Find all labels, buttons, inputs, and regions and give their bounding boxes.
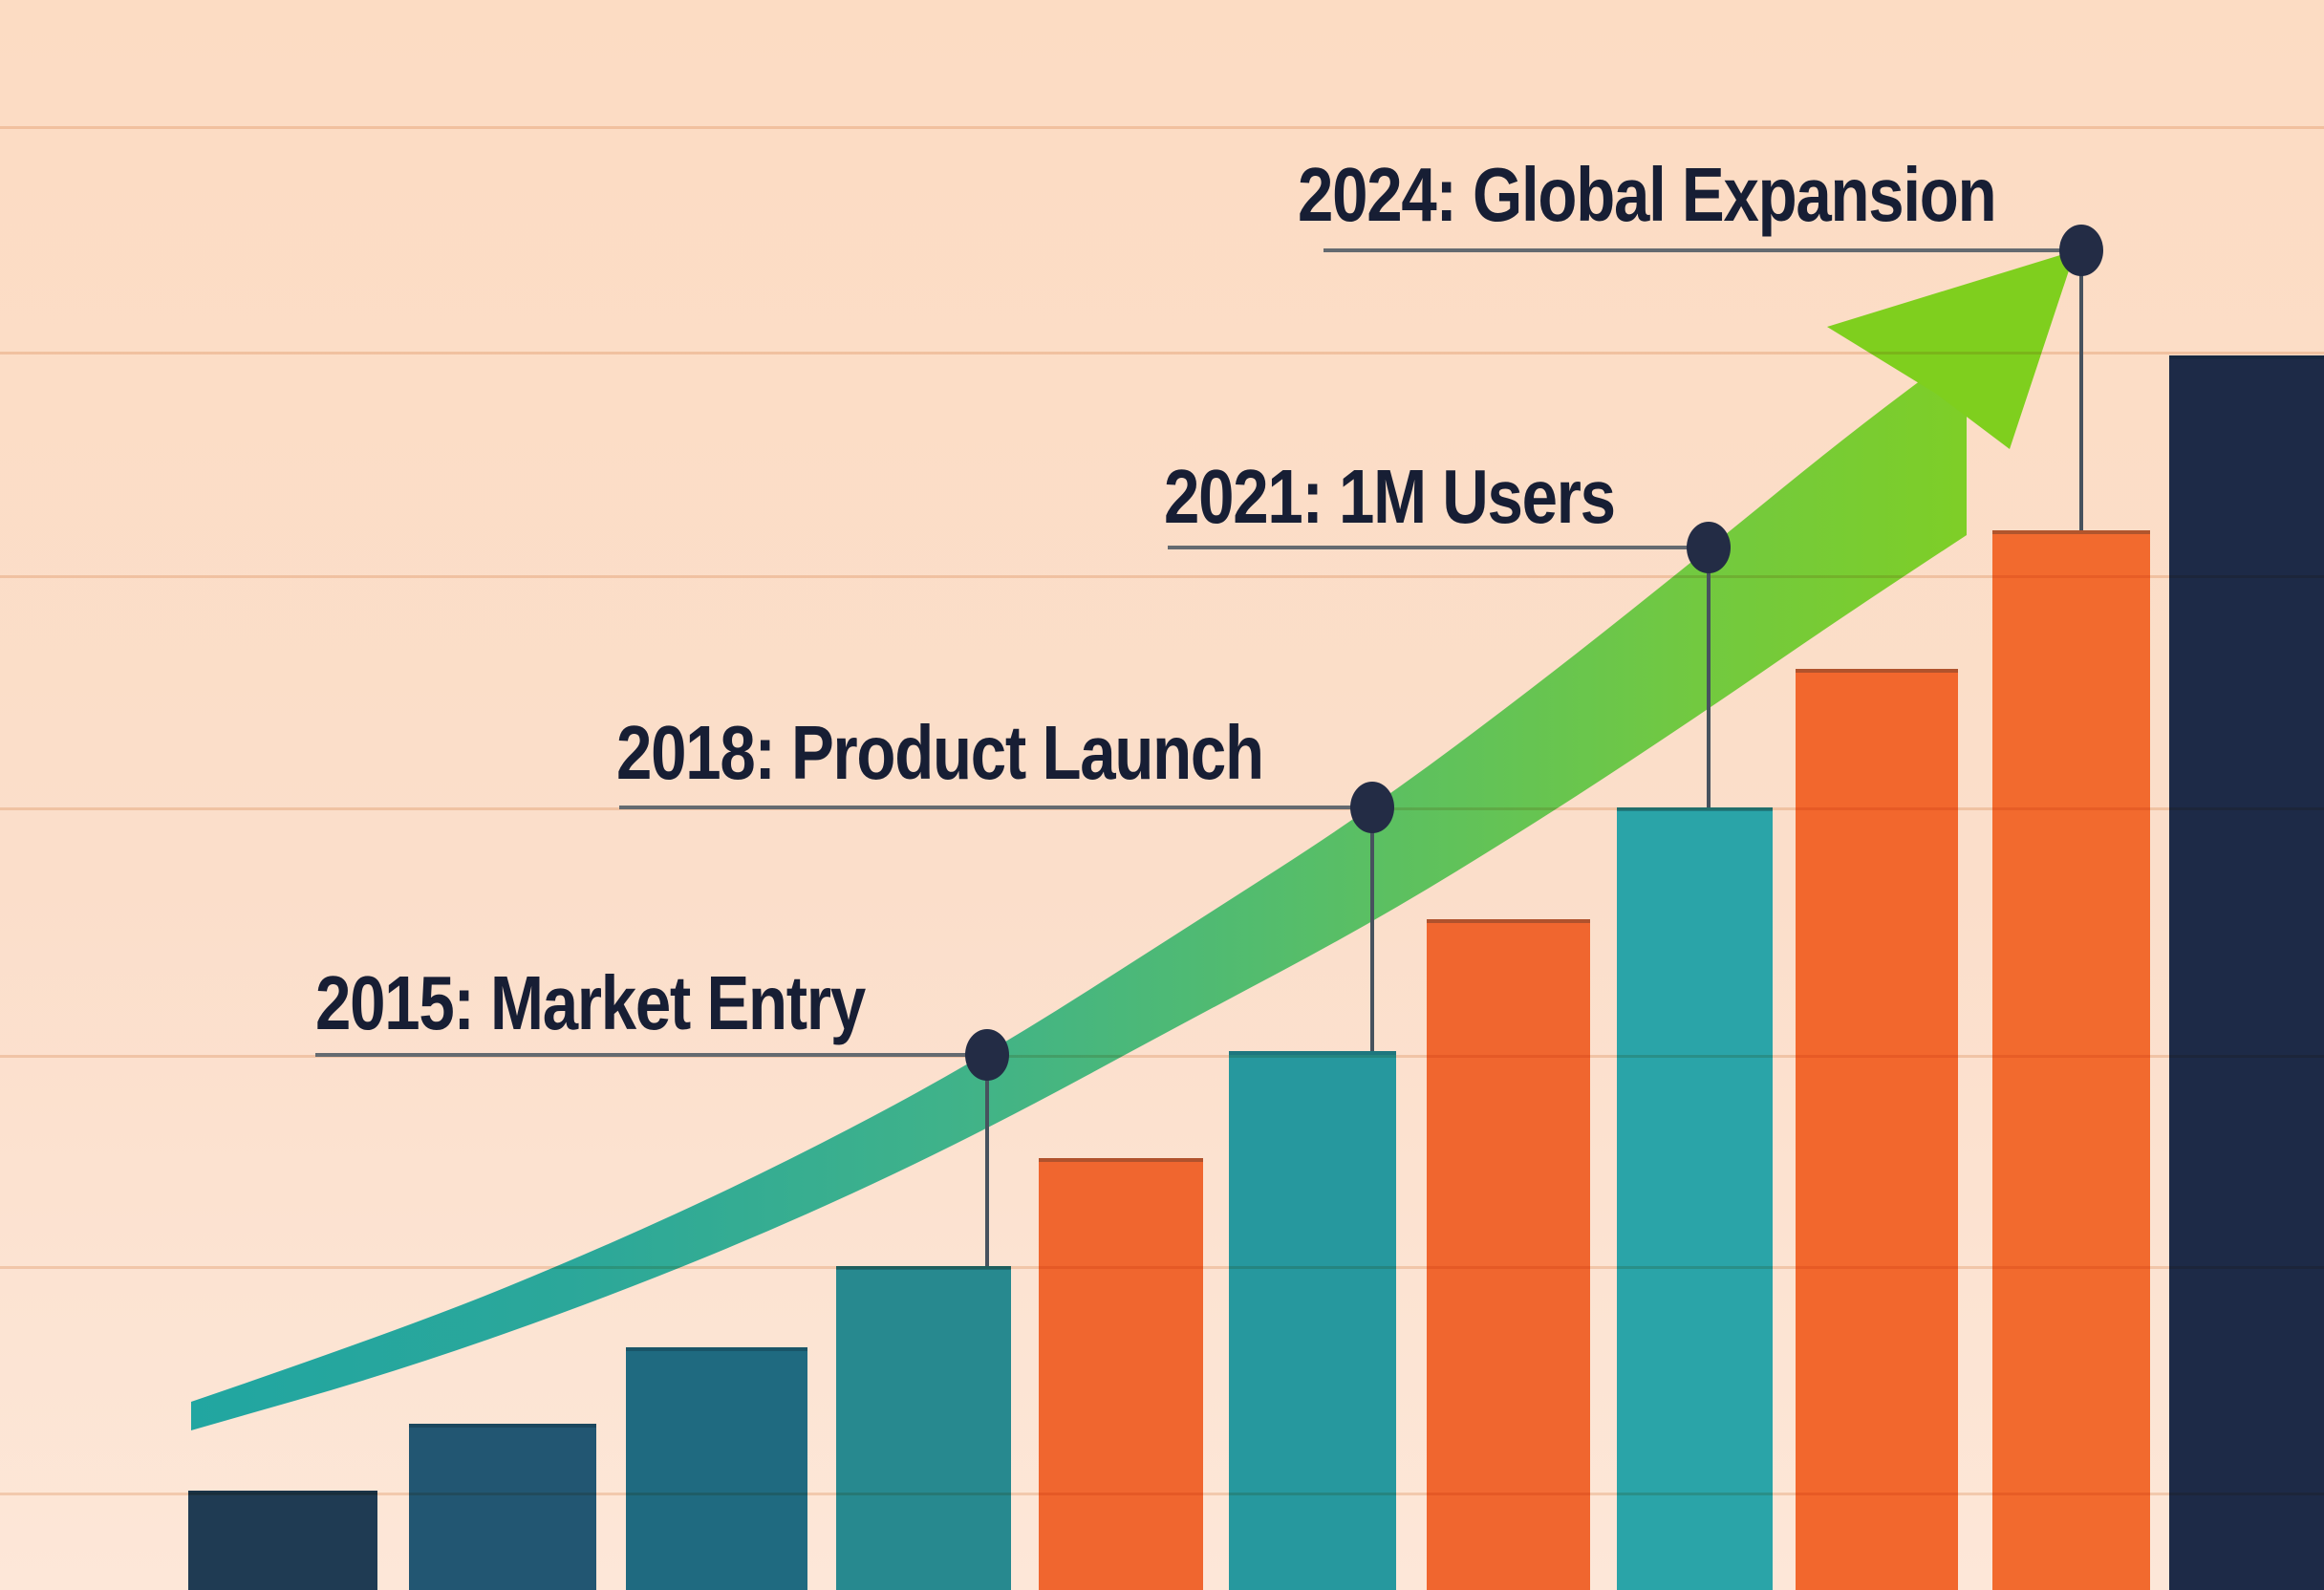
growth-curve [0, 0, 2324, 1590]
growth-ribbon [191, 346, 1967, 1430]
growth-infographic: 2015: Market Entry2018: Product Launch20… [0, 0, 2324, 1590]
